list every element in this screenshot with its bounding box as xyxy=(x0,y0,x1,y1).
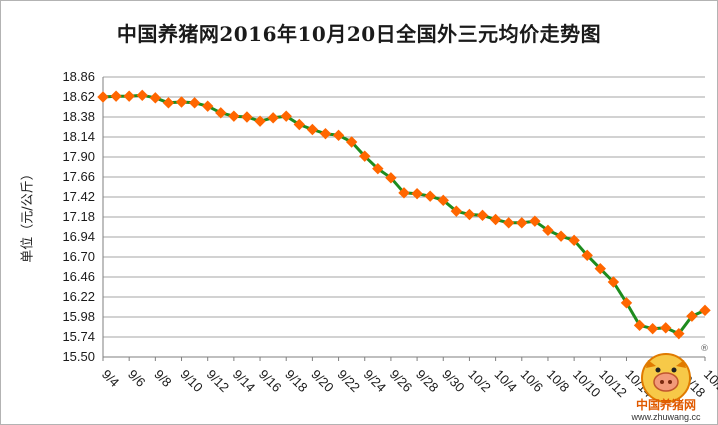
x-tick-label: 10/4 xyxy=(491,367,520,396)
data-point-marker xyxy=(502,217,515,229)
y-tick-label: 17.90 xyxy=(62,149,95,164)
data-point-marker xyxy=(267,112,279,124)
x-tick-label: 9/16 xyxy=(256,367,285,396)
y-tick-label: 16.46 xyxy=(62,269,95,284)
y-tick-label: 17.18 xyxy=(62,209,95,224)
data-point-marker xyxy=(424,190,436,202)
watermark: ® 中国养猪网 www.zhuwang.cc xyxy=(616,340,716,425)
pig-logo-icon xyxy=(641,353,691,403)
registered-mark: ® xyxy=(700,344,709,354)
y-axis-ticks: 15.50 15.74 15.98 16.22 16.46 16.70 16.94 17.18… xyxy=(62,69,95,364)
x-tick-label: 9/22 xyxy=(334,367,363,396)
data-point-marker xyxy=(398,187,410,199)
data-point-marker xyxy=(359,150,371,162)
data-point-marker xyxy=(646,322,659,335)
data-point-marker xyxy=(254,115,266,127)
x-tick-label: 9/8 xyxy=(151,367,174,390)
data-point-marker xyxy=(175,96,188,108)
data-point-marker xyxy=(332,129,345,142)
data-point-marker xyxy=(201,100,214,112)
data-point-marker xyxy=(110,90,122,102)
data-point-marker xyxy=(542,224,554,237)
data-point-marker xyxy=(607,276,620,288)
x-tick-label: 10/6 xyxy=(518,367,547,396)
data-point-marker xyxy=(123,90,135,102)
y-tick-label: 15.98 xyxy=(62,309,95,324)
chart-title: 中国养猪网2016年10月20日全国外三元均价走势图 xyxy=(116,22,602,46)
data-point-marker xyxy=(293,118,306,131)
data-point-marker xyxy=(450,205,463,217)
x-tick-label: 9/6 xyxy=(125,367,148,390)
data-point-marker xyxy=(673,327,685,340)
y-tick-label: 15.50 xyxy=(62,349,95,364)
x-tick-label: 10/2 xyxy=(465,367,494,396)
data-point-marker xyxy=(699,304,711,317)
y-tick-label: 18.14 xyxy=(62,129,95,144)
data-point-marker xyxy=(280,110,292,122)
data-point-marker xyxy=(411,187,423,200)
x-tick-label: 9/30 xyxy=(439,367,468,396)
y-tick-label: 17.66 xyxy=(62,169,95,184)
x-tick-label: 9/20 xyxy=(308,367,337,396)
data-point-marker xyxy=(345,136,358,148)
x-tick-label: 9/24 xyxy=(361,367,390,396)
x-tick-label: 9/14 xyxy=(230,367,259,396)
x-tick-label: 9/26 xyxy=(387,367,416,396)
series-line xyxy=(102,93,706,336)
data-point-marker xyxy=(136,89,148,102)
y-tick-label: 18.86 xyxy=(62,69,95,84)
data-point-marker xyxy=(437,194,449,207)
data-point-marker xyxy=(319,127,332,140)
watermark-url: www.zhuwang.cc xyxy=(631,412,701,422)
data-point-marker xyxy=(385,172,397,184)
axes xyxy=(102,77,705,358)
data-point-marker xyxy=(516,217,528,229)
y-tick-label: 15.74 xyxy=(62,329,95,344)
data-point-marker xyxy=(306,123,319,136)
data-point-marker xyxy=(620,297,633,309)
data-point-marker xyxy=(463,208,476,221)
x-tick-label: 9/18 xyxy=(282,367,311,396)
x-tick-label: 10/8 xyxy=(544,367,573,396)
data-point-marker xyxy=(215,107,227,119)
y-tick-label: 18.38 xyxy=(62,109,95,124)
data-point-marker xyxy=(594,262,607,275)
data-point-marker xyxy=(228,110,240,122)
data-point-marker xyxy=(241,111,253,123)
data-point-marker xyxy=(660,322,672,334)
x-tick-label: 9/4 xyxy=(99,367,122,390)
y-tick-label: 16.22 xyxy=(62,289,95,304)
data-point-marker xyxy=(162,97,175,109)
x-tick-label: 9/12 xyxy=(204,367,233,396)
data-point-marker xyxy=(188,97,201,109)
data-point-marker xyxy=(568,234,580,247)
data-point-marker xyxy=(581,249,593,262)
gridlines xyxy=(103,76,705,358)
data-point-marker xyxy=(97,91,109,103)
x-tick-label: 10/10 xyxy=(570,367,604,401)
x-tick-label: 9/10 xyxy=(177,367,206,396)
y-tick-label: 16.94 xyxy=(62,229,95,244)
series-group xyxy=(97,89,711,340)
data-point-marker xyxy=(372,162,384,175)
x-tick-label: 9/28 xyxy=(413,367,442,396)
watermark-site-name: 中国养猪网 xyxy=(635,398,696,412)
data-point-marker xyxy=(489,213,502,226)
data-point-marker xyxy=(555,230,567,242)
data-point-marker xyxy=(149,92,162,104)
y-tick-label: 18.62 xyxy=(62,89,95,104)
data-point-marker xyxy=(529,215,541,227)
data-point-marker xyxy=(476,209,489,222)
data-point-marker xyxy=(633,319,646,332)
data-point-marker xyxy=(686,310,698,322)
y-tick-label: 17.42 xyxy=(62,189,95,204)
y-tick-label: 16.70 xyxy=(62,249,95,264)
